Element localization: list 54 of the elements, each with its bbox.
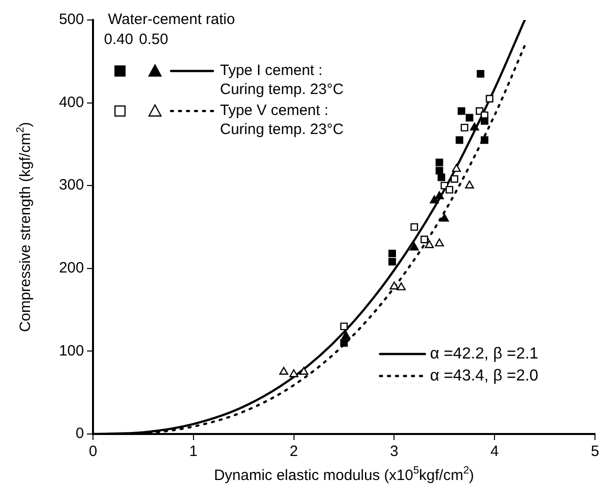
- point: [446, 186, 454, 194]
- point: [466, 114, 474, 122]
- x-tick-label: 0: [88, 443, 98, 460]
- point: [410, 223, 418, 231]
- point: [388, 258, 396, 266]
- point: [434, 191, 444, 200]
- point: [289, 369, 298, 378]
- annotation: 0.50: [139, 30, 168, 49]
- x-tick-label: 1: [189, 443, 198, 460]
- y-tick-label: 500: [58, 11, 84, 28]
- point: [390, 282, 399, 290]
- point: [434, 238, 444, 246]
- point: [420, 236, 428, 244]
- legend-label: α =42.2, β =2.1: [430, 345, 538, 362]
- legend-title: Water-cement ratio: [108, 10, 235, 29]
- point: [486, 94, 494, 102]
- point: [452, 164, 461, 172]
- point: [342, 331, 351, 340]
- point: [458, 107, 466, 115]
- x-tick-label: 3: [390, 443, 398, 460]
- annotation: Type V cement : Curing temp. 23°C: [220, 101, 344, 139]
- point: [460, 124, 468, 132]
- y-tick-label: 200: [58, 260, 84, 277]
- x-tick-label: 4: [490, 443, 499, 460]
- legend-label: α =43.4, β =2.0: [430, 367, 538, 384]
- point: [470, 122, 480, 130]
- point: [436, 158, 444, 166]
- point: [388, 250, 396, 258]
- point: [430, 195, 439, 204]
- point: [436, 166, 444, 174]
- point: [476, 70, 484, 78]
- point: [340, 339, 348, 347]
- point: [396, 282, 406, 290]
- point: [438, 174, 446, 182]
- point: [440, 214, 449, 222]
- y-tick-label: 100: [58, 342, 84, 360]
- point: [424, 240, 434, 248]
- point: [279, 366, 288, 375]
- x-tick-label: 5: [590, 443, 600, 460]
- point: [480, 117, 488, 125]
- point: [480, 136, 488, 144]
- y-axis-title: Compressive strength (kgf/cm2): [14, 122, 34, 332]
- point: [456, 136, 464, 144]
- x-tick-label: 2: [290, 443, 298, 460]
- point: [465, 180, 474, 188]
- point: [299, 366, 308, 375]
- y-tick-label: 400: [58, 94, 84, 111]
- point: [450, 175, 458, 183]
- annotation: Type I cement : Curing temp. 23°C: [220, 61, 344, 99]
- y-tick-label: 0: [76, 425, 84, 442]
- y-tick-label: 300: [58, 176, 84, 194]
- point: [410, 242, 419, 251]
- point: [340, 322, 348, 330]
- annotation: 0.40: [104, 30, 134, 49]
